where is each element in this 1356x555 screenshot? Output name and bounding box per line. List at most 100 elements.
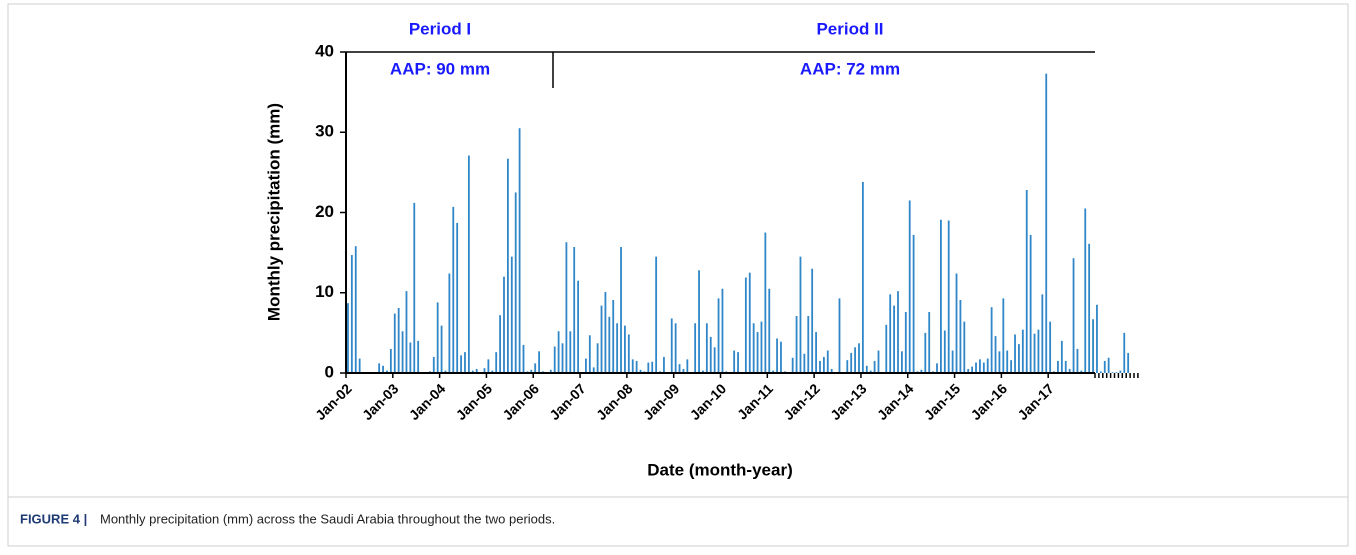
bar [756, 332, 759, 373]
x-tick-label: Jan-05 [452, 380, 495, 423]
bar [1049, 321, 1052, 373]
bar [358, 358, 361, 373]
bar [608, 316, 611, 373]
bar [752, 323, 755, 373]
bar [822, 356, 825, 373]
y-tick-label: 20 [315, 202, 334, 221]
bar [518, 128, 521, 373]
bar [865, 365, 868, 373]
bar [846, 360, 849, 373]
bar [397, 307, 400, 373]
bar [971, 366, 974, 373]
bar [803, 353, 806, 373]
bar [378, 363, 381, 373]
bar [1029, 234, 1032, 373]
bar [1041, 294, 1044, 373]
caption-label: FIGURE 4 | [20, 511, 87, 526]
bar [491, 370, 494, 373]
y-axis-title: Monthly precipitation (mm) [264, 103, 283, 321]
x-tick-label: Jan-15 [921, 380, 964, 423]
bar [858, 343, 860, 373]
bar [924, 332, 927, 373]
bar [815, 332, 817, 373]
bar [893, 305, 895, 373]
bar [534, 363, 537, 373]
bar [850, 352, 853, 373]
x-tick-label: Jan-03 [359, 380, 402, 423]
bar [1088, 243, 1091, 373]
bar [409, 342, 412, 373]
bar [460, 355, 462, 373]
bar [928, 312, 931, 373]
bar [565, 242, 568, 373]
bar [713, 347, 716, 373]
bar [768, 288, 771, 373]
bar [452, 206, 455, 373]
bar [350, 255, 353, 373]
bar [475, 368, 478, 373]
annotation: AAP: 72 mm [800, 59, 900, 78]
bar [1076, 348, 1079, 373]
bar [908, 200, 911, 373]
bar [795, 316, 798, 373]
bar [487, 359, 490, 373]
bar [1068, 368, 1071, 373]
x-tick-label: Jan-02 [312, 380, 355, 423]
bar [448, 273, 451, 373]
bar [702, 370, 704, 373]
y-tick-label: 10 [315, 282, 334, 301]
bar [651, 361, 654, 373]
bar [951, 350, 954, 373]
bar [920, 369, 923, 373]
bar [678, 364, 681, 373]
bar [1064, 360, 1067, 373]
bar [1021, 329, 1024, 373]
bar [947, 220, 950, 373]
bar [538, 351, 541, 373]
bar [764, 232, 767, 373]
bar [811, 268, 814, 373]
bar [456, 222, 459, 373]
bar [405, 291, 408, 373]
bar [1096, 304, 1098, 373]
bar [979, 359, 981, 373]
bar [557, 331, 560, 373]
x-tick-label: Jan-11 [734, 380, 776, 422]
bar [432, 356, 435, 373]
bar [791, 357, 794, 373]
bar [569, 331, 572, 373]
bar [1018, 344, 1020, 373]
bar [577, 280, 580, 373]
bar [530, 369, 533, 373]
bar [826, 350, 829, 373]
bar [760, 321, 763, 373]
x-tick-label: Jan-13 [827, 380, 870, 423]
bar [499, 315, 501, 373]
bar [912, 234, 915, 373]
bar [1080, 370, 1083, 373]
bar [1111, 372, 1114, 373]
x-tick-label: Jan-08 [593, 380, 636, 423]
bar [1014, 334, 1016, 373]
bar [1025, 190, 1028, 373]
y-tick-label: 40 [315, 41, 334, 60]
bar [413, 202, 416, 373]
bar [748, 272, 751, 373]
bar [386, 370, 388, 373]
x-tick-label: Jan-16 [967, 380, 1010, 423]
bar [1084, 208, 1087, 373]
bar [1099, 371, 1102, 373]
bar [889, 294, 892, 373]
bar [955, 273, 958, 373]
bar [573, 247, 576, 373]
bar [780, 341, 782, 373]
annotation: Period II [816, 19, 883, 38]
bar [698, 270, 700, 373]
bar [1057, 360, 1059, 373]
bar [838, 298, 841, 373]
bar [596, 343, 599, 373]
bar [897, 291, 899, 373]
bar [1037, 329, 1040, 373]
bar [861, 182, 864, 373]
